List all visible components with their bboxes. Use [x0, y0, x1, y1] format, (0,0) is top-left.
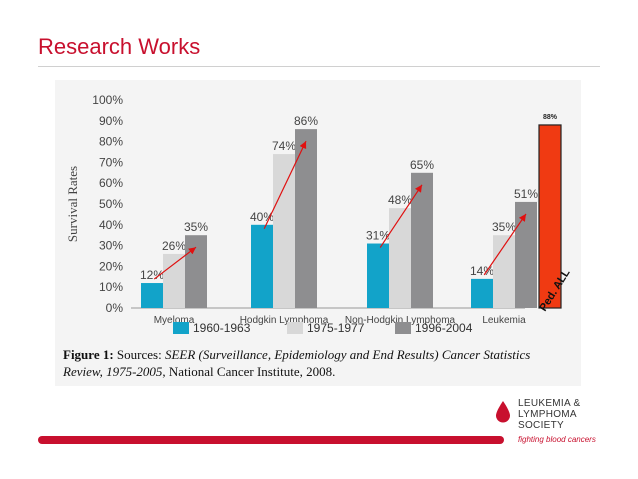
- category-label: Myeloma: [154, 315, 195, 326]
- data-label: 31%: [366, 229, 390, 243]
- y-tick-label: 30%: [99, 239, 123, 253]
- bar-1960-1963: [141, 283, 163, 308]
- caption-sources-prefix: Sources:: [113, 347, 165, 362]
- bar-1960-1963: [471, 278, 493, 308]
- bar-1975-1977: [273, 154, 295, 308]
- logo-wordmark: LEUKEMIA & LYMPHOMA SOCIETY: [518, 398, 580, 431]
- caption-source-rest: , National Cancer Institute, 2008.: [162, 364, 336, 379]
- bar-1996-2004: [185, 235, 207, 308]
- bar-1960-1963: [251, 224, 273, 308]
- y-tick-label: 80%: [99, 135, 123, 149]
- legend-label: 1996-2004: [415, 321, 473, 335]
- footer-accent-bar: [38, 436, 504, 444]
- bar-1996-2004: [411, 172, 433, 308]
- data-label: 74%: [272, 139, 296, 153]
- data-label: 65%: [410, 158, 434, 172]
- y-tick-label: 20%: [99, 259, 123, 273]
- y-tick-label: 100%: [92, 93, 123, 107]
- data-label: 35%: [492, 220, 516, 234]
- lls-logo: LEUKEMIA & LYMPHOMA SOCIETY fighting blo…: [494, 398, 614, 454]
- legend-swatch-1996-2004: [395, 322, 411, 334]
- caption-source-title: SEER (Surveillance, Epidemiology and End…: [63, 347, 531, 379]
- bar-1996-2004: [515, 201, 537, 308]
- trend-arrow: [379, 184, 423, 248]
- bar-1975-1977: [163, 253, 185, 308]
- category-label: Hodgkin Lymphoma: [240, 315, 329, 326]
- logo-tagline: fighting blood cancers: [518, 435, 596, 444]
- trend-arrow: [153, 246, 197, 280]
- legend-swatch-1960-1963: [173, 322, 189, 334]
- category-label: Leukemia: [482, 315, 526, 326]
- survival-rates-chart: Survival Rates 0% 10% 20% 30% 40% 50% 60% 70% 80%…: [65, 93, 573, 335]
- data-label: 51%: [514, 187, 538, 201]
- data-label: 26%: [162, 239, 186, 253]
- bar-1975-1977: [389, 208, 411, 308]
- data-label: 86%: [294, 114, 318, 128]
- y-tick-label: 0%: [106, 301, 124, 315]
- title-divider: [38, 66, 600, 67]
- legend-label: 1975-1977: [307, 321, 365, 335]
- y-tick-label: 40%: [99, 218, 123, 232]
- figure-caption: Figure 1: Sources: SEER (Surveillance, E…: [63, 346, 568, 380]
- overlay-bar-ped-all: [538, 124, 562, 309]
- bar-1960-1963: [367, 243, 389, 308]
- logo-line-1: LEUKEMIA &: [518, 398, 581, 409]
- data-label: 35%: [184, 220, 208, 234]
- y-axis-label: Survival Rates: [65, 166, 80, 242]
- figure-panel: Survival Rates 0% 10% 20% 30% 40% 50% 60% 70% 80%…: [55, 80, 581, 386]
- overlay-bar-value-label: 88%: [543, 114, 558, 121]
- y-tick-label: 70%: [99, 155, 123, 169]
- y-tick-label: 50%: [99, 197, 123, 211]
- slide-title: Research Works: [38, 34, 201, 59]
- blood-drop-icon: [496, 401, 510, 423]
- data-label: 40%: [250, 210, 274, 224]
- y-tick-label: 60%: [99, 176, 123, 190]
- data-label: 12%: [140, 268, 164, 282]
- y-tick-label: 90%: [99, 114, 123, 128]
- trend-arrow: [263, 140, 307, 230]
- legend-label: 1960-1963: [193, 321, 251, 335]
- logo-line-3: SOCIETY: [518, 420, 564, 431]
- category-label: Non-Hodgkin Lymphoma: [345, 315, 456, 326]
- trend-arrow: [483, 213, 527, 276]
- bar-1996-2004: [295, 129, 317, 308]
- y-tick-label: 10%: [99, 280, 123, 294]
- logo-line-2: LYMPHOMA: [518, 409, 577, 420]
- data-label: 14%: [470, 264, 494, 278]
- legend-swatch-1975-1977: [287, 322, 303, 334]
- data-label: 48%: [388, 193, 412, 207]
- caption-figure-label: Figure 1:: [63, 347, 114, 362]
